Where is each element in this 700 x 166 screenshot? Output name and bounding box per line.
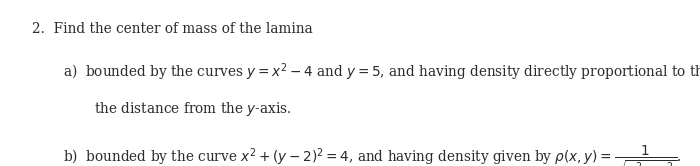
Text: a)  bounded by the curves $y = x^2 - 4$ and $y = 5$, and having density directly: a) bounded by the curves $y = x^2 - 4$ a…: [63, 61, 700, 83]
Text: b)  bounded by the curve $x^2 + (y-2)^2 = 4$, and having density given by $\rho(: b) bounded by the curve $x^2 + (y-2)^2 =…: [63, 143, 682, 166]
Text: 2.  Find the center of mass of the lamina: 2. Find the center of mass of the lamina: [32, 22, 312, 36]
Text: the distance from the $y$-axis.: the distance from the $y$-axis.: [94, 100, 292, 118]
